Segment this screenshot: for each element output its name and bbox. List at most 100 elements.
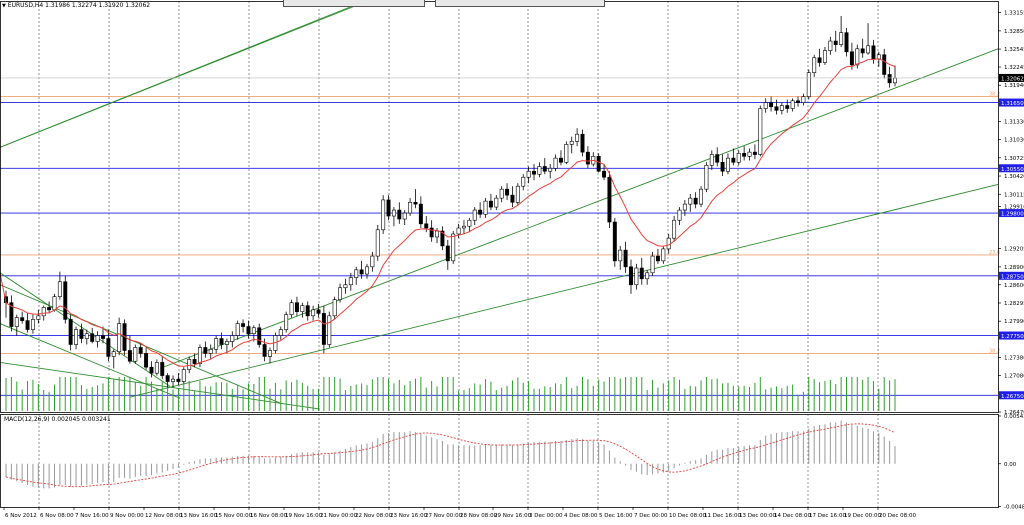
candle-body bbox=[682, 203, 687, 211]
candle bbox=[300, 302, 305, 318]
candle bbox=[871, 39, 876, 64]
candle-body bbox=[623, 249, 628, 268]
candle-body bbox=[785, 105, 790, 109]
candle-body bbox=[440, 230, 445, 247]
candle bbox=[585, 146, 590, 169]
candle bbox=[467, 217, 472, 233]
candle-body bbox=[456, 227, 461, 235]
candle-body bbox=[532, 170, 536, 175]
candle bbox=[418, 196, 423, 229]
candle-body bbox=[542, 166, 547, 172]
candle bbox=[187, 356, 192, 374]
candle-body bbox=[602, 170, 607, 178]
candle-body bbox=[14, 317, 19, 327]
price-tick-label: 1.27380 bbox=[1004, 356, 1024, 362]
candle-body bbox=[149, 366, 154, 374]
candle-body bbox=[230, 335, 235, 342]
candle-body bbox=[704, 164, 709, 190]
time-tick-label: 11 Dec 16:00 bbox=[704, 513, 741, 519]
candle bbox=[510, 186, 515, 208]
candle-body bbox=[57, 281, 62, 298]
candle-body bbox=[235, 323, 240, 336]
candle bbox=[327, 311, 332, 348]
horizontal-levels: 1.31650 1.30550 1.29800 1.28750 1.27750 1.267… bbox=[0, 92, 1024, 400]
candle-body bbox=[833, 40, 838, 45]
candle bbox=[429, 220, 434, 242]
candle bbox=[763, 98, 768, 113]
candle bbox=[553, 154, 558, 172]
level-label-bg bbox=[999, 209, 1024, 218]
candle bbox=[246, 320, 251, 339]
candle-body bbox=[284, 314, 289, 330]
candle bbox=[688, 193, 693, 212]
candle-body bbox=[569, 141, 574, 145]
candle bbox=[747, 148, 752, 161]
current-price-label: 1.32062 bbox=[1001, 76, 1024, 82]
ma-line bbox=[0, 58, 896, 367]
candle bbox=[289, 299, 294, 318]
candle-body bbox=[246, 326, 251, 335]
descending-line-1 bbox=[0, 272, 171, 387]
candle bbox=[79, 323, 84, 344]
level-label-bg bbox=[999, 271, 1024, 280]
time-tick-label: 12 Nov 08:00 bbox=[145, 513, 183, 519]
candle bbox=[564, 141, 569, 165]
candle bbox=[839, 15, 844, 47]
candle bbox=[343, 278, 348, 294]
candle-body bbox=[359, 269, 364, 275]
candle bbox=[866, 23, 871, 55]
candle bbox=[499, 186, 504, 203]
candle bbox=[316, 303, 321, 318]
candle-body bbox=[564, 144, 569, 163]
candle bbox=[106, 329, 111, 362]
candle bbox=[375, 225, 380, 261]
candle-body bbox=[294, 302, 299, 312]
candle bbox=[591, 152, 596, 167]
candle bbox=[47, 301, 52, 314]
candle bbox=[505, 183, 510, 200]
candle bbox=[181, 367, 186, 384]
candle-body bbox=[74, 329, 79, 345]
price-tick-label: 1.32850 bbox=[1004, 29, 1024, 35]
candle-body bbox=[251, 327, 256, 335]
time-tick-label: 19 Dec 00:00 bbox=[844, 513, 881, 519]
candle bbox=[36, 309, 41, 324]
candle bbox=[456, 223, 461, 239]
candle-body bbox=[726, 157, 730, 172]
candle-body bbox=[241, 323, 246, 327]
candle bbox=[472, 207, 477, 226]
candle bbox=[602, 164, 607, 181]
candle-body bbox=[677, 209, 682, 221]
time-tick-label: 3 Dec 00:00 bbox=[529, 513, 563, 519]
candle-body bbox=[472, 209, 477, 221]
price-pane-frame bbox=[0, 1, 999, 413]
window-tab-right[interactable] bbox=[435, 0, 605, 7]
candle bbox=[257, 323, 262, 348]
time-tick-label: 13 Dec 00:00 bbox=[739, 513, 776, 519]
macd-signal-line bbox=[5, 423, 896, 488]
candle-body bbox=[806, 72, 811, 97]
candle-body bbox=[688, 197, 693, 205]
candle bbox=[165, 373, 170, 388]
candle bbox=[74, 326, 79, 350]
candle bbox=[197, 344, 202, 368]
candle bbox=[532, 164, 536, 181]
trendlines bbox=[0, 0, 999, 410]
candle-body bbox=[381, 199, 386, 231]
candle bbox=[14, 314, 19, 336]
level-label: 1.27750 bbox=[1001, 334, 1024, 340]
candle bbox=[370, 251, 375, 272]
candle-body bbox=[655, 255, 660, 262]
window-tab-left[interactable] bbox=[283, 0, 425, 7]
price-tick-label: 1.30115 bbox=[1004, 192, 1024, 198]
candle bbox=[440, 226, 445, 251]
candle-body bbox=[629, 266, 633, 286]
candle-body bbox=[720, 161, 725, 172]
candle bbox=[224, 338, 229, 354]
candle-body bbox=[817, 57, 822, 63]
candle-body bbox=[779, 105, 784, 111]
time-tick-label: 27 Nov 00:00 bbox=[425, 513, 463, 519]
candle bbox=[461, 220, 466, 234]
